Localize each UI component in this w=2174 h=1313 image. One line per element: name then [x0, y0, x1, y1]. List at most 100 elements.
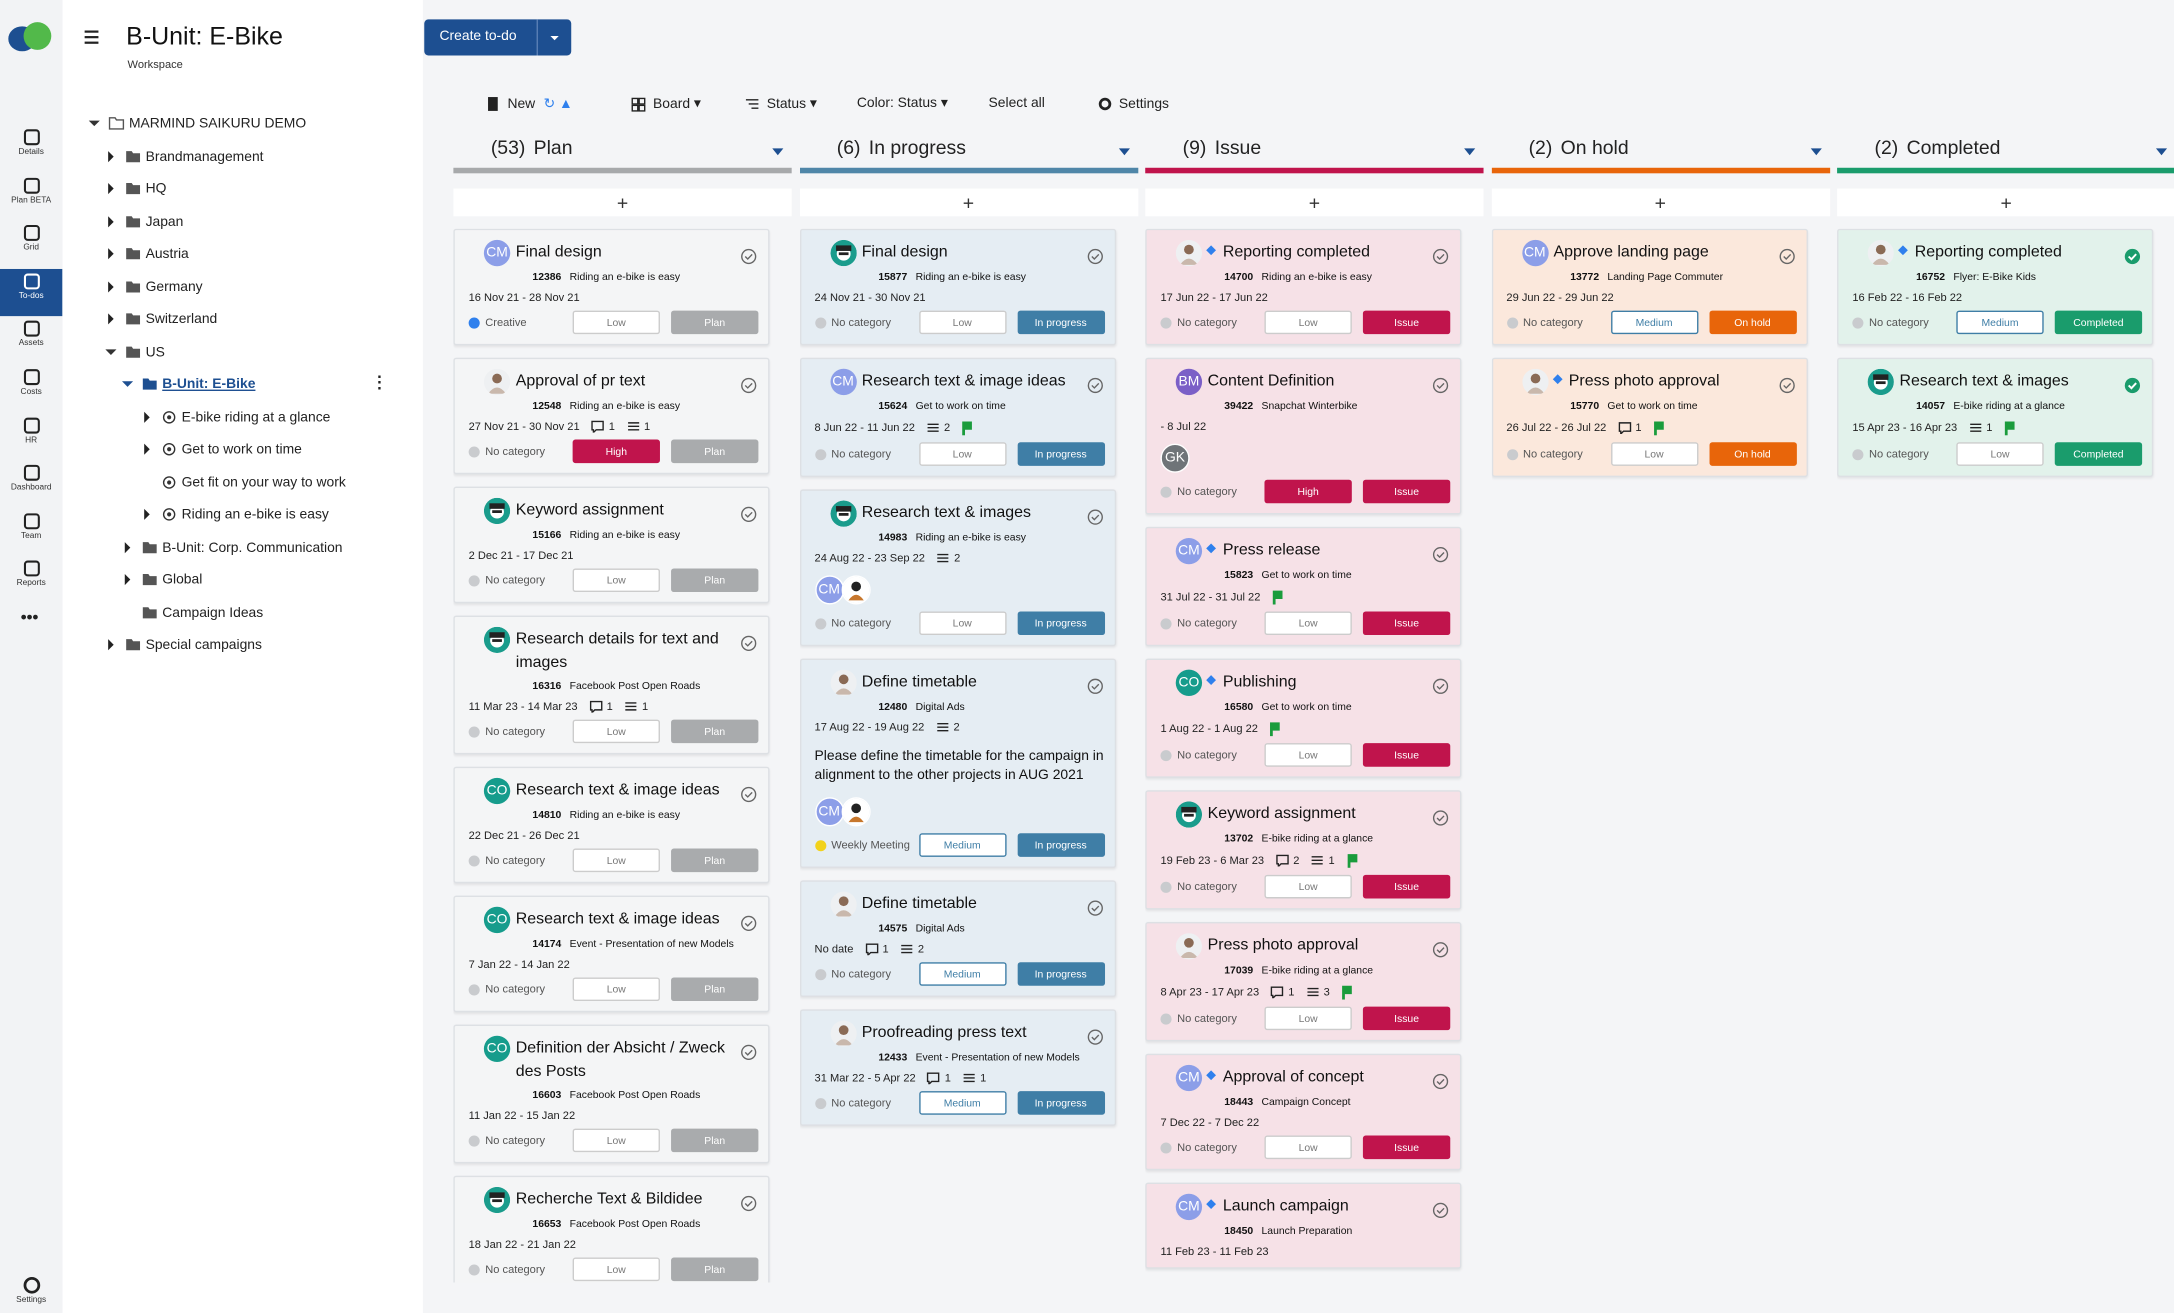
done-check[interactable] — [1432, 545, 1449, 570]
rail-item[interactable]: Team — [0, 509, 62, 556]
todo-card[interactable]: Define timetable 14575 Digital Ads No date 1… — [799, 880, 1116, 997]
done-check[interactable] — [2124, 376, 2141, 401]
column-header[interactable]: (9) Issue — [1145, 136, 1483, 167]
todo-card[interactable]: CO Research text & image ideas 14810 Riding… — [453, 766, 770, 884]
add-card[interactable]: + — [453, 188, 792, 217]
status-button[interactable]: Issue — [1362, 611, 1451, 636]
todo-card[interactable]: Reporting completed 14700 Riding an e-bike… — [1145, 228, 1462, 346]
priority-button[interactable]: Low — [572, 1128, 660, 1153]
status-button[interactable]: Issue — [1362, 1006, 1451, 1031]
tree-item[interactable]: Get to work on time — [140, 440, 302, 462]
tree-item[interactable]: Brandmanagement — [104, 146, 264, 168]
done-check[interactable] — [740, 785, 757, 810]
priority-button[interactable]: Medium — [918, 833, 1006, 857]
rail-item[interactable]: Dashboard — [0, 461, 62, 508]
done-check[interactable] — [740, 376, 757, 401]
todo-card[interactable]: Keyword assignment 13702 E-bike riding at … — [1145, 790, 1462, 910]
todo-card[interactable]: Final design 15877 Riding an e-bike is eas… — [799, 228, 1116, 346]
more-menu[interactable]: · · · — [377, 367, 383, 398]
status-button[interactable]: Issue — [1362, 743, 1451, 767]
todo-card[interactable]: CO Research text & image ideas 14174 Event … — [453, 895, 770, 1013]
done-check[interactable] — [1432, 1201, 1449, 1226]
todo-card[interactable]: CO Publishing 16580 Get to work on time 1 Au… — [1145, 658, 1462, 778]
status-button[interactable]: Plan — [671, 439, 759, 464]
todo-card[interactable]: Recherche Text & Bildidee 16653 Facebook P… — [453, 1175, 770, 1283]
priority-button[interactable]: Low — [572, 977, 660, 1002]
tree-item[interactable]: B-Unit: E-Bike — [121, 374, 255, 396]
status-button[interactable]: In progress — [1016, 310, 1105, 335]
done-check[interactable] — [740, 1043, 757, 1068]
tree-item[interactable]: Germany — [104, 277, 203, 299]
tree-item[interactable]: Campaign Ideas — [121, 602, 264, 624]
done-check[interactable] — [740, 247, 757, 272]
done-check[interactable] — [1086, 247, 1103, 272]
done-check[interactable] — [1432, 808, 1449, 833]
menu-icon[interactable] — [84, 29, 107, 48]
priority-button[interactable]: Low — [1264, 611, 1352, 636]
toolbar-settings[interactable]: Settings — [1097, 96, 1169, 113]
rail-item[interactable]: Plan BETA — [0, 173, 62, 220]
tree-item[interactable]: Get fit on your way to work — [140, 472, 346, 494]
priority-button[interactable]: Medium — [1956, 310, 2044, 335]
rail-item[interactable]: Reports — [0, 557, 62, 604]
status-button[interactable]: Plan — [671, 977, 759, 1002]
todo-card[interactable]: CM Research text & image ideas 15624 Get to… — [799, 357, 1116, 477]
toolbar-view[interactable]: Board ▾ — [631, 96, 701, 113]
priority-button[interactable]: Low — [918, 611, 1006, 636]
priority-button[interactable]: Low — [1264, 874, 1352, 899]
done-check[interactable] — [1086, 507, 1103, 532]
rail-item[interactable]: Settings — [0, 1273, 62, 1313]
toolbar-color[interactable]: Color: Status ▾ — [856, 95, 948, 111]
add-card[interactable]: + — [1491, 188, 1830, 217]
tree-item[interactable]: Special campaigns — [104, 635, 262, 657]
todo-card[interactable]: CM Approval of concept 18443 Campaign Conce… — [1145, 1053, 1462, 1171]
status-button[interactable]: Issue — [1362, 874, 1451, 899]
todo-card[interactable]: BM Content Definition 39422 Snapchat Winter… — [1145, 357, 1462, 515]
status-button[interactable]: Plan — [671, 848, 759, 873]
todo-card[interactable]: Research details for text and images 1631… — [453, 615, 770, 755]
todo-card[interactable]: Press photo approval 17039 E-bike riding a… — [1145, 922, 1462, 1042]
tree-item[interactable]: MARMIND SAIKURU DEMO — [87, 114, 306, 136]
status-button[interactable]: Issue — [1362, 310, 1451, 335]
priority-button[interactable]: Low — [572, 1257, 660, 1282]
add-card[interactable]: + — [1837, 188, 2174, 217]
priority-button[interactable]: Low — [572, 310, 660, 335]
column-menu[interactable] — [2155, 148, 2168, 160]
status-button[interactable]: Plan — [671, 1128, 759, 1153]
create-dropdown[interactable] — [536, 19, 572, 56]
todo-card[interactable]: Approval of pr text 12548 Riding an e-bike… — [453, 357, 770, 475]
done-check[interactable] — [1432, 940, 1449, 965]
done-check[interactable] — [1432, 1072, 1449, 1097]
status-button[interactable]: Plan — [671, 719, 759, 744]
column-header[interactable]: (2) On hold — [1491, 136, 1829, 167]
toolbar-group[interactable]: Status ▾ — [745, 96, 817, 113]
status-button[interactable]: Plan — [671, 310, 759, 335]
column-header[interactable]: (2) Completed — [1837, 136, 2174, 167]
status-button[interactable]: Completed — [2054, 442, 2143, 466]
column-header[interactable]: (53) Plan — [453, 136, 791, 167]
todo-card[interactable]: Press photo approval 15770 Get to work on … — [1491, 357, 1808, 477]
priority-button[interactable]: Low — [1264, 743, 1352, 767]
priority-button[interactable]: Low — [572, 568, 660, 593]
status-button[interactable]: On hold — [1708, 442, 1797, 466]
todo-card[interactable]: Research text & images 14983 Riding an e-b… — [799, 489, 1116, 647]
done-check[interactable] — [1778, 247, 1795, 272]
tree-item[interactable]: Japan — [104, 211, 183, 233]
priority-button[interactable]: Low — [1264, 310, 1352, 335]
column-menu[interactable] — [1118, 148, 1130, 160]
rail-item[interactable]: Assets — [0, 317, 62, 364]
done-check[interactable] — [1086, 898, 1103, 923]
priority-button[interactable]: Low — [1264, 1006, 1352, 1031]
done-check[interactable] — [1432, 247, 1449, 272]
todo-card[interactable]: CM Final design 12386 Riding an e-bike is e… — [453, 228, 770, 346]
todo-card[interactable]: CM Launch campaign 18450 Launch Preparation… — [1145, 1182, 1462, 1269]
priority-button[interactable]: Low — [572, 719, 660, 744]
priority-button[interactable]: Low — [572, 848, 660, 873]
status-button[interactable]: Issue — [1362, 1135, 1451, 1160]
rail-item[interactable]: To-dos — [0, 268, 63, 316]
done-check[interactable] — [1086, 1027, 1103, 1052]
priority-button[interactable]: High — [1264, 479, 1352, 504]
status-button[interactable]: Plan — [671, 1257, 759, 1282]
add-card[interactable]: + — [799, 188, 1138, 217]
column-menu[interactable] — [1464, 148, 1476, 160]
